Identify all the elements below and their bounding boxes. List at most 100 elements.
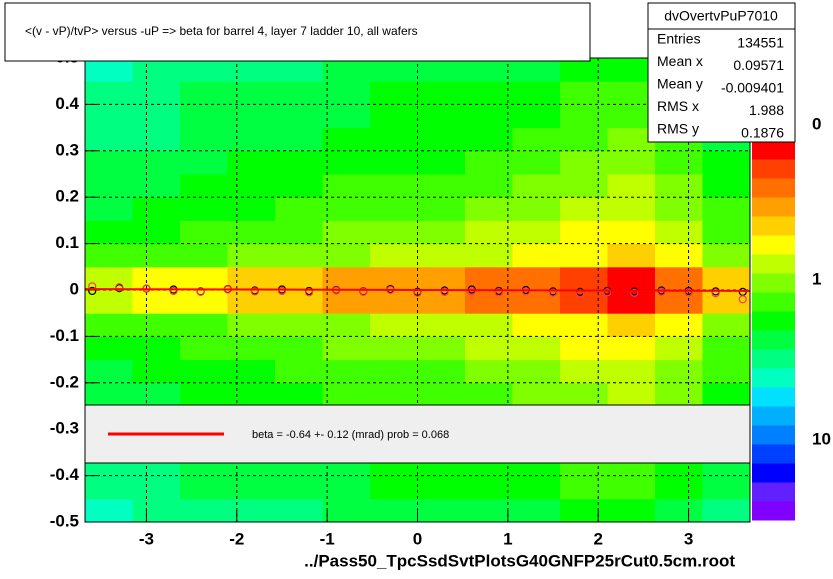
heatmap-cell bbox=[180, 336, 228, 361]
palette-cell bbox=[752, 406, 795, 426]
heatmap-cell bbox=[655, 475, 703, 500]
heatmap-cell bbox=[655, 336, 703, 361]
stats-label: RMS x bbox=[657, 98, 699, 114]
heatmap-cell bbox=[132, 475, 181, 500]
heatmap-cell bbox=[180, 197, 228, 221]
heatmap-cell bbox=[370, 150, 418, 175]
heatmap-cell bbox=[465, 127, 513, 152]
heatmap-cell bbox=[607, 104, 656, 129]
heatmap-cell bbox=[322, 382, 371, 407]
heatmap-cell bbox=[370, 220, 418, 245]
heatmap-cell bbox=[227, 243, 276, 268]
heatmap-cell bbox=[85, 359, 133, 384]
heatmap-cell bbox=[180, 58, 228, 82]
heatmap-cell bbox=[512, 336, 561, 361]
heatmap-cell bbox=[417, 313, 466, 337]
heatmap-cell bbox=[275, 475, 323, 500]
z-tick-label: 1 bbox=[812, 269, 821, 288]
heatmap-cell bbox=[417, 197, 466, 221]
heatmap-cell bbox=[322, 290, 371, 314]
heatmap-cell bbox=[370, 290, 418, 314]
heatmap-cell bbox=[85, 127, 133, 152]
heatmap-cell bbox=[132, 290, 181, 314]
x-tick-label: -2 bbox=[229, 529, 244, 548]
palette-cell bbox=[752, 140, 795, 160]
heatmap-cell bbox=[322, 174, 371, 198]
heatmap-cell bbox=[132, 174, 181, 198]
profile-point bbox=[630, 288, 639, 297]
profile-point bbox=[359, 287, 368, 296]
heatmap-cell bbox=[417, 127, 466, 152]
heatmap-cell bbox=[227, 475, 276, 500]
profile-point bbox=[521, 287, 531, 296]
profile-point bbox=[277, 286, 287, 296]
heatmap-cell bbox=[275, 127, 323, 152]
heatmap-cell bbox=[275, 266, 323, 291]
profile-point bbox=[196, 287, 205, 296]
y-tick-label: 0.4 bbox=[55, 94, 79, 113]
heatmap-cell bbox=[322, 359, 371, 384]
heatmap-cell bbox=[607, 243, 656, 268]
heatmap-cell bbox=[702, 197, 751, 221]
heatmap-cell bbox=[275, 220, 323, 245]
x-tick-label: 3 bbox=[684, 529, 693, 548]
heatmap-cell bbox=[132, 81, 181, 105]
fit-line bbox=[84, 288, 751, 292]
heatmap-cell bbox=[607, 382, 656, 407]
heatmap-cell bbox=[465, 266, 513, 291]
palette-cell bbox=[752, 330, 795, 350]
palette-cell bbox=[752, 349, 795, 369]
palette-cell bbox=[752, 482, 795, 502]
heatmap-cell bbox=[227, 336, 276, 361]
heatmap-cell bbox=[132, 127, 181, 152]
heatmap-cell bbox=[370, 58, 418, 82]
heatmap-cell bbox=[417, 220, 466, 245]
heatmap-cell bbox=[132, 382, 181, 407]
stats-value: 0.09571 bbox=[733, 57, 784, 73]
heatmap-cell bbox=[512, 475, 561, 500]
heatmap-cell bbox=[560, 475, 608, 500]
heatmap-cell bbox=[275, 313, 323, 337]
heatmap-cell bbox=[132, 336, 181, 361]
heatmap-cell bbox=[607, 290, 656, 314]
x-tick-label: 2 bbox=[593, 529, 602, 548]
heatmap-cell bbox=[417, 266, 466, 291]
heatmap-cell bbox=[465, 290, 513, 314]
heatmap-cell bbox=[180, 313, 228, 337]
heatmap-cell bbox=[132, 197, 181, 221]
heatmap-cell bbox=[560, 174, 608, 198]
heatmap-cell bbox=[132, 220, 181, 245]
heatmap-cell bbox=[417, 382, 466, 407]
heatmap-cell bbox=[417, 359, 466, 384]
heatmap-cell bbox=[702, 150, 751, 175]
heatmap-cell bbox=[560, 290, 608, 314]
heatmap-cell bbox=[85, 243, 133, 268]
heatmap-cell bbox=[607, 150, 656, 175]
palette-cell bbox=[752, 501, 795, 521]
heatmap-cell bbox=[132, 498, 181, 523]
heatmap-cell bbox=[560, 104, 608, 129]
heatmap-cell bbox=[370, 127, 418, 152]
heatmap-cell bbox=[227, 498, 276, 523]
heatmap-cell bbox=[227, 81, 276, 105]
heatmap-cell bbox=[227, 266, 276, 291]
heatmap-cell bbox=[180, 498, 228, 523]
heatmap-cell bbox=[227, 150, 276, 175]
palette-cell bbox=[752, 311, 795, 331]
heatmap-cell bbox=[180, 290, 228, 314]
heatmap-cell bbox=[512, 197, 561, 221]
palette-cell bbox=[752, 216, 795, 236]
heatmap-cell bbox=[370, 382, 418, 407]
heatmap-cell bbox=[417, 290, 466, 314]
heatmap-cell bbox=[417, 336, 466, 361]
heatmap-cell bbox=[275, 243, 323, 268]
heatmap-cell bbox=[180, 382, 228, 407]
heatmap-cell bbox=[702, 313, 751, 337]
heatmap-cell bbox=[512, 243, 561, 268]
heatmap-cell bbox=[85, 197, 133, 221]
profile-point bbox=[88, 286, 97, 296]
heatmap-cell bbox=[607, 336, 656, 361]
heatmap-cell bbox=[275, 104, 323, 129]
heatmap-cell bbox=[132, 150, 181, 175]
heatmap-cell bbox=[370, 243, 418, 268]
